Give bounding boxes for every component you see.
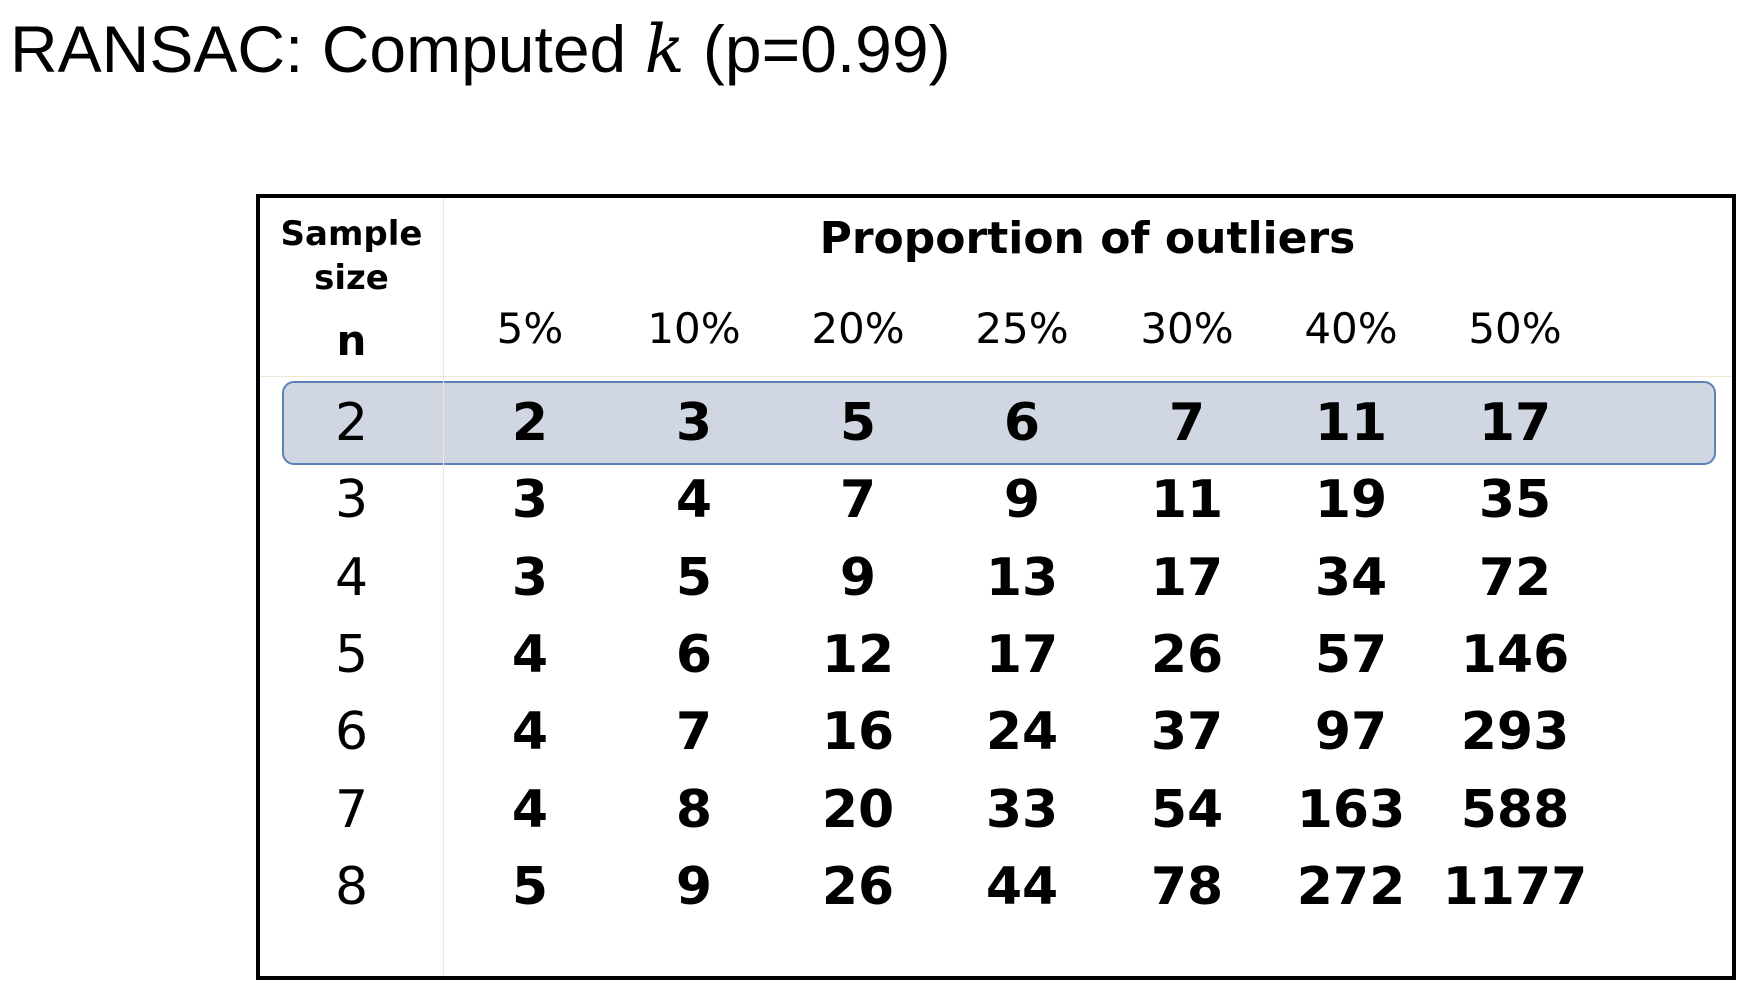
k-value-cell: 54	[1150, 780, 1224, 840]
k-value-cell: 6	[1003, 393, 1041, 453]
k-value-cell: 1177	[1442, 857, 1588, 917]
k-value-cell: 34	[1314, 548, 1388, 608]
k-value-cell: 20	[821, 780, 895, 840]
k-value-cell: 72	[1478, 548, 1552, 608]
k-value-cell: 146	[1460, 625, 1570, 685]
k-value-cell: 12	[821, 625, 895, 685]
title-suffix: (p=0.99)	[684, 12, 951, 86]
title-variable-k: k	[644, 11, 685, 88]
sample-size-cell: 6	[334, 702, 369, 762]
k-value-cell: 272	[1296, 857, 1406, 917]
column-header-40pct: 40%	[1304, 304, 1398, 353]
sample-size-cell: 2	[334, 393, 369, 453]
k-value-cell: 2	[511, 393, 549, 453]
column-divider	[443, 198, 444, 976]
proportion-header: Proportion of outliers	[819, 213, 1356, 264]
k-value-cell: 4	[511, 780, 549, 840]
k-value-cell: 78	[1150, 857, 1224, 917]
k-value-cell: 17	[1150, 548, 1224, 608]
k-value-cell: 4	[675, 470, 713, 530]
k-value-cell: 33	[985, 780, 1059, 840]
k-value-cell: 3	[675, 393, 713, 453]
k-value-cell: 16	[821, 702, 895, 762]
k-value-cell: 26	[821, 857, 895, 917]
k-value-cell: 13	[985, 548, 1059, 608]
k-value-cell: 5	[675, 548, 713, 608]
k-value-cell: 3	[511, 470, 549, 530]
column-header-50pct: 50%	[1468, 304, 1562, 353]
sample-size-cell: 5	[334, 625, 369, 685]
k-value-cell: 35	[1478, 470, 1552, 530]
sample-size-cell: 7	[334, 780, 369, 840]
k-value-cell: 11	[1150, 470, 1224, 530]
k-value-cell: 57	[1314, 625, 1388, 685]
k-value-cell: 4	[511, 625, 549, 685]
n-header: n	[336, 316, 367, 365]
header-divider	[260, 376, 1732, 377]
k-value-cell: 3	[511, 548, 549, 608]
sample-size-cell: 3	[334, 470, 369, 530]
k-value-cell: 5	[511, 857, 549, 917]
k-value-cell: 37	[1150, 702, 1224, 762]
k-value-cell: 7	[839, 470, 877, 530]
column-header-25pct: 25%	[975, 304, 1069, 353]
column-header-10pct: 10%	[647, 304, 741, 353]
k-value-cell: 588	[1460, 780, 1570, 840]
column-header-20pct: 20%	[811, 304, 905, 353]
k-value-cell: 24	[985, 702, 1059, 762]
sample-size-header: Sample size	[280, 214, 423, 298]
k-value-cell: 97	[1314, 702, 1388, 762]
k-value-cell: 293	[1460, 702, 1570, 762]
k-value-cell: 17	[1478, 393, 1552, 453]
k-value-cell: 7	[675, 702, 713, 762]
k-value-cell: 17	[985, 625, 1059, 685]
sample-size-cell: 8	[334, 857, 369, 917]
k-value-cell: 6	[675, 625, 713, 685]
k-value-cell: 11	[1314, 393, 1388, 453]
ransac-table: Sample size n Proportion of outliers 5% 1…	[256, 194, 1736, 980]
k-value-cell: 44	[985, 857, 1059, 917]
k-value-cell: 26	[1150, 625, 1224, 685]
highlighted-row-band	[282, 381, 1716, 465]
k-value-cell: 9	[675, 857, 713, 917]
k-value-cell: 4	[511, 702, 549, 762]
k-value-cell: 9	[839, 548, 877, 608]
k-value-cell: 9	[1003, 470, 1041, 530]
k-value-cell: 19	[1314, 470, 1388, 530]
slide-title: RANSAC: Computed k (p=0.99)	[10, 4, 951, 94]
column-header-5pct: 5%	[496, 304, 564, 353]
k-value-cell: 7	[1168, 393, 1206, 453]
column-header-30pct: 30%	[1140, 304, 1234, 353]
sample-size-cell: 4	[334, 548, 369, 608]
k-value-cell: 5	[839, 393, 877, 453]
title-prefix: RANSAC: Computed	[10, 12, 645, 86]
k-value-cell: 163	[1296, 780, 1406, 840]
k-value-cell: 8	[675, 780, 713, 840]
